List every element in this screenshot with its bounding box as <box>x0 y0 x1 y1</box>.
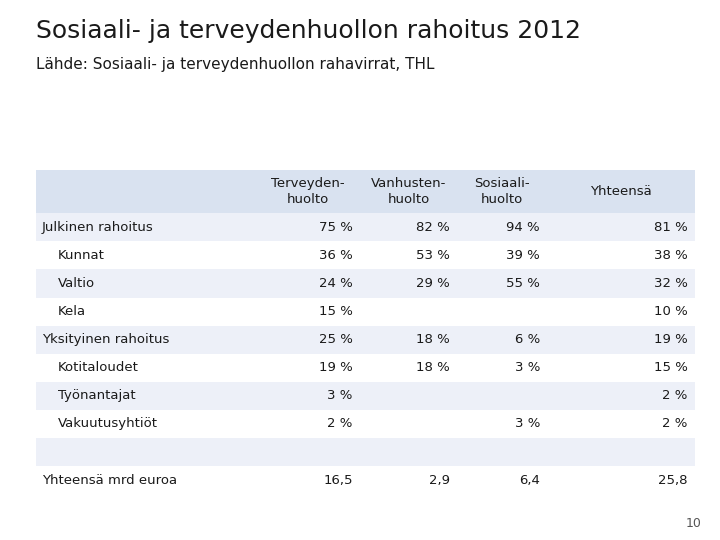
Text: Sosiaali-
huolto: Sosiaali- huolto <box>474 177 530 206</box>
Text: 82 %: 82 % <box>416 221 450 234</box>
Text: 55 %: 55 % <box>506 277 540 290</box>
Text: Lähde: Sosiaali- ja terveydenhuollon rahavirrat, THL: Lähde: Sosiaali- ja terveydenhuollon rah… <box>36 57 434 72</box>
Text: 2 %: 2 % <box>328 417 353 430</box>
Text: Sosiaali- ja terveydenhuollon rahoitus 2012: Sosiaali- ja terveydenhuollon rahoitus 2… <box>36 19 581 43</box>
Text: 10: 10 <box>686 517 702 530</box>
Text: 81 %: 81 % <box>654 221 688 234</box>
Text: 32 %: 32 % <box>654 277 688 290</box>
Text: Yksityinen rahoitus: Yksityinen rahoitus <box>42 333 169 346</box>
Text: Yhteensä: Yhteensä <box>590 185 652 198</box>
Text: 75 %: 75 % <box>319 221 353 234</box>
Text: Valtio: Valtio <box>58 277 95 290</box>
Text: 38 %: 38 % <box>654 249 688 262</box>
Text: 18 %: 18 % <box>416 333 450 346</box>
Text: Julkinen rahoitus: Julkinen rahoitus <box>42 221 153 234</box>
Text: Kela: Kela <box>58 305 86 318</box>
Text: 2 %: 2 % <box>662 389 688 402</box>
Text: 25,8: 25,8 <box>658 474 688 487</box>
Text: 3 %: 3 % <box>328 389 353 402</box>
Text: 19 %: 19 % <box>319 361 353 374</box>
Text: 29 %: 29 % <box>416 277 450 290</box>
Text: 36 %: 36 % <box>319 249 353 262</box>
Text: Kotitaloudet: Kotitaloudet <box>58 361 138 374</box>
Text: 18 %: 18 % <box>416 361 450 374</box>
Text: 19 %: 19 % <box>654 333 688 346</box>
Text: 53 %: 53 % <box>416 249 450 262</box>
Text: 6,4: 6,4 <box>519 474 540 487</box>
Text: Kunnat: Kunnat <box>58 249 104 262</box>
Text: 2,9: 2,9 <box>429 474 450 487</box>
Text: 2 %: 2 % <box>662 417 688 430</box>
Text: Työnantajat: Työnantajat <box>58 389 135 402</box>
Text: 3 %: 3 % <box>515 361 540 374</box>
Text: 16,5: 16,5 <box>323 474 353 487</box>
Text: 24 %: 24 % <box>319 277 353 290</box>
Text: Terveyden-
huolto: Terveyden- huolto <box>271 177 345 206</box>
Text: Yhteensä mrd euroa: Yhteensä mrd euroa <box>42 474 177 487</box>
Text: 39 %: 39 % <box>506 249 540 262</box>
Text: 10 %: 10 % <box>654 305 688 318</box>
Text: 3 %: 3 % <box>515 417 540 430</box>
Text: 6 %: 6 % <box>515 333 540 346</box>
Text: 94 %: 94 % <box>506 221 540 234</box>
Text: 15 %: 15 % <box>654 361 688 374</box>
Text: Vanhusten-
huolto: Vanhusten- huolto <box>371 177 446 206</box>
Text: 15 %: 15 % <box>319 305 353 318</box>
Text: 25 %: 25 % <box>319 333 353 346</box>
Text: Vakuutusyhtiöt: Vakuutusyhtiöt <box>58 417 158 430</box>
